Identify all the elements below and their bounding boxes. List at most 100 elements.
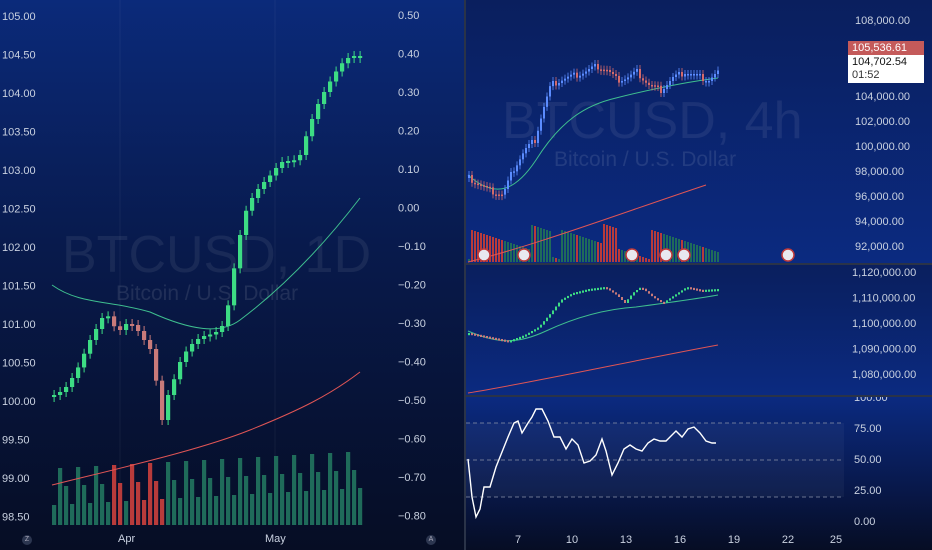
four-hour-candle: [558, 83, 560, 86]
four-hour-candle: [513, 171, 515, 173]
four-hour-candle: [693, 74, 695, 76]
indicator-candle: [585, 289, 587, 292]
earnings-event-icon[interactable]: [625, 248, 639, 262]
four-hour-candle: [645, 80, 647, 83]
daily-volume-bar: [124, 501, 129, 525]
indicator-candle: [597, 287, 599, 291]
earnings-event-icon[interactable]: [677, 248, 691, 262]
daily-chart-canvas[interactable]: BTCUSD, 1D Bitcoin / U.S. Dollar 105.00 1…: [0, 0, 464, 550]
four-hour-volume-bar: [495, 238, 497, 262]
daily-chart-pane[interactable]: BTCUSD, 1D Bitcoin / U.S. Dollar 105.00 1…: [0, 0, 464, 550]
daily-candle: [268, 175, 273, 182]
four-hour-candle: [717, 70, 719, 74]
log-scale-toggle-icon[interactable]: Z: [22, 535, 32, 545]
indicator-chart-pane[interactable]: 1,120,000.00 1,110,000.00 1,100,000.00 1,09…: [466, 265, 932, 395]
four-hour-candle: [555, 81, 557, 86]
four-hour-chart-pane[interactable]: BTCUSD, 4h Bitcoin / U.S. Dollar 108,000…: [466, 0, 932, 263]
right-axis-tick: 0.50: [398, 10, 419, 22]
daily-candle: [220, 326, 225, 332]
daily-candle: [214, 332, 219, 335]
indicator-candle: [558, 302, 560, 307]
indicator-candle: [717, 289, 719, 292]
indicator-candle: [600, 287, 602, 290]
four-hour-candle: [522, 153, 524, 160]
earnings-event-icon[interactable]: [477, 248, 491, 262]
daily-candle: [346, 58, 351, 64]
four-hour-volume-bar: [654, 231, 656, 262]
indicator-candle: [552, 310, 554, 315]
pane-divider-top[interactable]: [466, 263, 932, 265]
indicator-candle: [570, 294, 572, 297]
earnings-event-icon[interactable]: [659, 248, 673, 262]
four-hour-volume-bar: [534, 226, 536, 262]
daily-candle: [256, 189, 261, 198]
daily-volume-bar: [268, 493, 273, 525]
indicator-axis-tick: 1,080,000.00: [852, 369, 916, 381]
indicator-chart-canvas[interactable]: 1,120,000.00 1,110,000.00 1,100,000.00 1,09…: [466, 265, 932, 395]
indicator-candle: [648, 291, 650, 294]
four-hour-candle: [474, 182, 476, 185]
left-axis-tick: 100.00: [2, 396, 36, 408]
oscillator-axis-tick: 50.00: [854, 454, 882, 466]
indicator-candle: [573, 292, 575, 295]
oscillator-time-label: 22: [782, 534, 794, 546]
daily-watermark-name: Bitcoin / U.S. Dollar: [116, 282, 298, 305]
four-hour-candle: [711, 77, 713, 81]
four-hour-chart-canvas[interactable]: BTCUSD, 4h Bitcoin / U.S. Dollar 108,000…: [466, 0, 932, 263]
four-hour-volume-bar: [597, 242, 599, 262]
indicator-candle: [708, 289, 710, 292]
daily-volume-bar: [70, 504, 75, 525]
daily-volume-bar: [64, 486, 69, 525]
four-hour-volume-bar: [471, 230, 473, 262]
daily-volume-bar: [286, 492, 291, 525]
oscillator-axis-tick: 0.00: [854, 516, 875, 528]
earnings-event-icon[interactable]: [517, 248, 531, 262]
daily-volume-bar: [112, 465, 117, 525]
daily-volume-bar: [250, 494, 255, 525]
pane-divider-vertical[interactable]: [464, 0, 466, 550]
indicator-candle: [546, 317, 548, 322]
indicator-candle: [693, 287, 695, 291]
daily-volume-bar: [142, 500, 147, 525]
indicator-candle: [555, 306, 557, 311]
indicator-candle: [474, 333, 476, 336]
indicator-candle: [492, 337, 494, 340]
daily-candle: [142, 331, 147, 340]
oscillator-time-label: 25: [830, 534, 842, 546]
four-hour-candle: [546, 96, 548, 107]
daily-candle: [208, 334, 213, 337]
four-hour-candle: [612, 72, 614, 74]
bar-countdown-label: 01:52: [848, 68, 924, 83]
indicator-candle: [624, 300, 626, 303]
four-hour-volume-bar: [468, 259, 470, 262]
indicator-candle: [681, 290, 683, 293]
right-axis-tick: 0.10: [398, 164, 419, 176]
oscillator-pane[interactable]: 100.00 75.00 50.00 25.00 0.00 7 10 13 16 19 22 25: [466, 397, 932, 550]
indicator-candle: [675, 294, 677, 297]
daily-watermark-symbol: BTCUSD, 1D: [62, 226, 371, 284]
indicator-candle: [666, 300, 668, 303]
four-hour-candle: [597, 64, 599, 70]
four-hour-volume-bar: [690, 243, 692, 262]
four-hour-watermark-symbol: BTCUSD, 4h: [502, 92, 803, 150]
auto-scale-toggle-icon[interactable]: A: [426, 535, 436, 545]
earnings-event-icon[interactable]: [781, 248, 795, 262]
indicator-candle: [525, 334, 527, 337]
oscillator-canvas[interactable]: 100.00 75.00 50.00 25.00 0.00 7 10 13 16 19 22 25: [466, 397, 932, 550]
daily-candle: [232, 268, 237, 306]
indicator-candle: [543, 321, 545, 325]
daily-volume-bar: [352, 470, 357, 525]
four-hour-candle: [636, 69, 638, 72]
daily-volume-bar: [358, 488, 363, 525]
daily-volume-bar: [148, 463, 153, 525]
indicator-candle: [513, 339, 515, 342]
four-hour-candle: [525, 148, 527, 154]
pane-divider-bottom[interactable]: [466, 395, 932, 397]
four-hour-candle: [657, 85, 659, 87]
daily-volume-bar: [178, 498, 183, 525]
four-hour-candle: [528, 144, 530, 148]
four-hour-candle: [540, 118, 542, 131]
four-hour-candle: [609, 70, 611, 72]
indicator-candle: [480, 334, 482, 337]
daily-candle: [238, 235, 243, 269]
